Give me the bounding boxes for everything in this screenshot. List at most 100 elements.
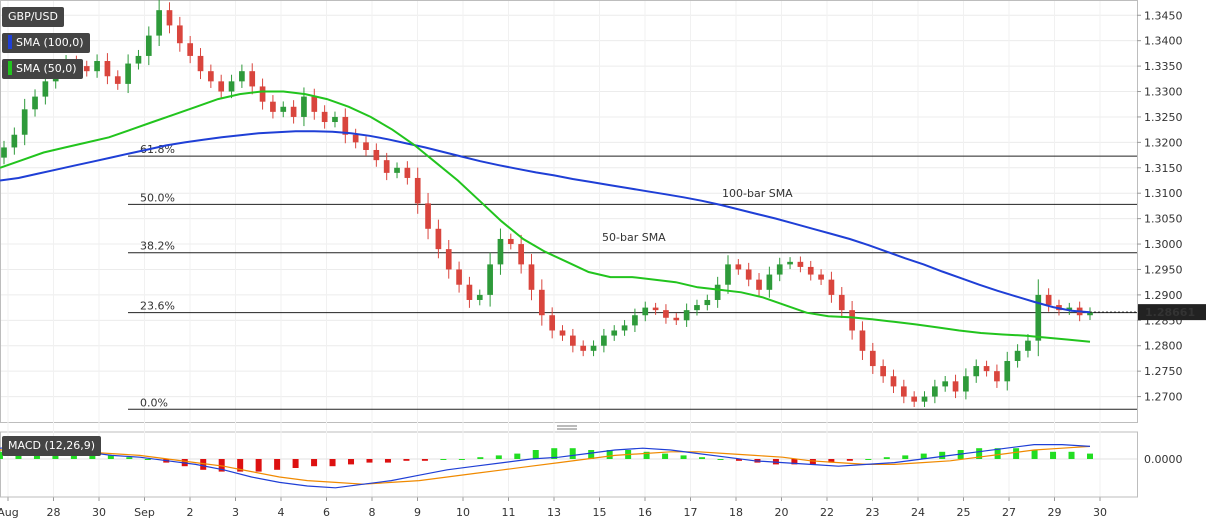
candle-body [290,106,297,117]
candle-body [963,376,969,392]
candle-body [466,284,473,300]
x-tick-label: 30 [92,506,106,519]
macd-histogram-bar [735,459,742,461]
candle-body [435,228,442,250]
candle-body [838,294,845,311]
sma100-swatch [8,35,12,49]
x-tick-label: 25 [957,506,971,519]
candle-body [373,149,380,161]
macd-histogram-bar [126,457,133,459]
candle-body [104,61,111,77]
sma50-legend[interactable]: SMA (50,0) [2,59,83,79]
macd-histogram-bar [976,448,983,459]
macd-histogram-bar [421,459,428,461]
x-tick-label: 6 [323,506,330,519]
y-tick-label: 1.3450 [1144,9,1183,22]
macd-histogram-bar [902,455,909,459]
y-tick-label: 1.3350 [1144,60,1183,73]
fib-label: 0.0% [140,396,168,409]
candle-body [11,134,18,148]
candle-body [332,116,338,123]
macd-legend[interactable]: MACD (12,26,9) [2,436,102,456]
candle-body [766,274,773,290]
candle-body [445,249,452,270]
candle-body [528,264,535,290]
macd-histogram-bar [643,451,650,459]
candle-body [745,269,752,280]
current-price-tag [1138,304,1206,321]
candle-body [973,366,980,377]
candle-body [145,35,152,56]
macd-histogram-bar [495,455,502,459]
macd-histogram-bar [200,459,207,470]
candle-body [94,61,100,72]
macd-histogram-bar [70,453,77,459]
candle-body [156,10,162,36]
macd-histogram-bar [0,451,3,459]
sma50-line [0,90,1091,343]
candle-body [259,86,266,102]
macd-histogram-bar [606,450,613,459]
candle-body [383,160,390,173]
macd-histogram-bar [551,448,558,459]
sma100-annotation: 100-bar SMA [722,187,793,200]
macd-histogram-bar [218,459,225,472]
candle-body [673,317,680,321]
candle-body [590,345,597,351]
fib-label: 38.2% [140,240,175,253]
macd-zero-label: 0.0000 [1144,453,1183,466]
macd-line [0,444,1091,489]
candle-body [683,310,690,321]
instrument-name: GBP/USD [8,10,58,23]
candle-body [849,310,855,331]
sma100-legend-label: SMA (100,0) [16,36,84,49]
candle-body [42,81,49,97]
y-tick-label: 1.3250 [1144,111,1183,124]
macd-histogram-bar [237,459,244,472]
candle-body [994,371,1000,382]
macd-histogram-bar [274,459,281,470]
y-tick-label: 1.2950 [1144,263,1183,276]
macd-histogram-bar [883,457,890,459]
candle-body [756,279,762,290]
x-tick-label: 3 [232,506,239,519]
y-tick-label: 1.3200 [1144,136,1183,149]
macd-histogram-bar [107,455,114,459]
candle-body [187,43,194,56]
candle-body [652,307,659,311]
y-tick-label: 1.3150 [1144,162,1183,175]
current-price-label: 1.28661 [1145,306,1195,319]
macd-histogram-bar [717,459,724,460]
candle-body [642,307,649,316]
candle-body [921,396,928,402]
candle-body [932,386,938,397]
macd-histogram-bar [311,459,318,467]
candle-body [911,396,918,402]
candle-body [611,330,618,336]
macd-legend-label: MACD (12,26,9) [8,439,96,452]
macd-histogram-bar [532,450,539,459]
candle-body [135,55,142,64]
x-tick-label: 28 [47,506,61,519]
x-tick-label: 2 [187,506,194,519]
x-tick-label: 24 [911,506,925,519]
candle-body [280,106,287,112]
macd-histogram-bar [699,457,706,459]
candle-body [601,335,607,346]
candle-body [704,299,711,306]
macd-histogram-bar [514,453,521,459]
sma100-legend[interactable]: SMA (100,0) [2,33,90,53]
candle-body [21,109,28,135]
macd-histogram-bar [329,459,336,467]
candle-body [549,315,556,331]
macd-histogram-bar [828,459,835,463]
x-tick-label: 27 [1002,506,1016,519]
macd-histogram-bar [255,459,262,472]
y-tick-label: 1.3050 [1144,213,1183,226]
candle-body [559,330,566,336]
candle-body [476,294,483,300]
macd-histogram-bar [939,451,946,459]
x-tick-label: 15 [593,506,607,519]
candle-body [900,386,907,397]
